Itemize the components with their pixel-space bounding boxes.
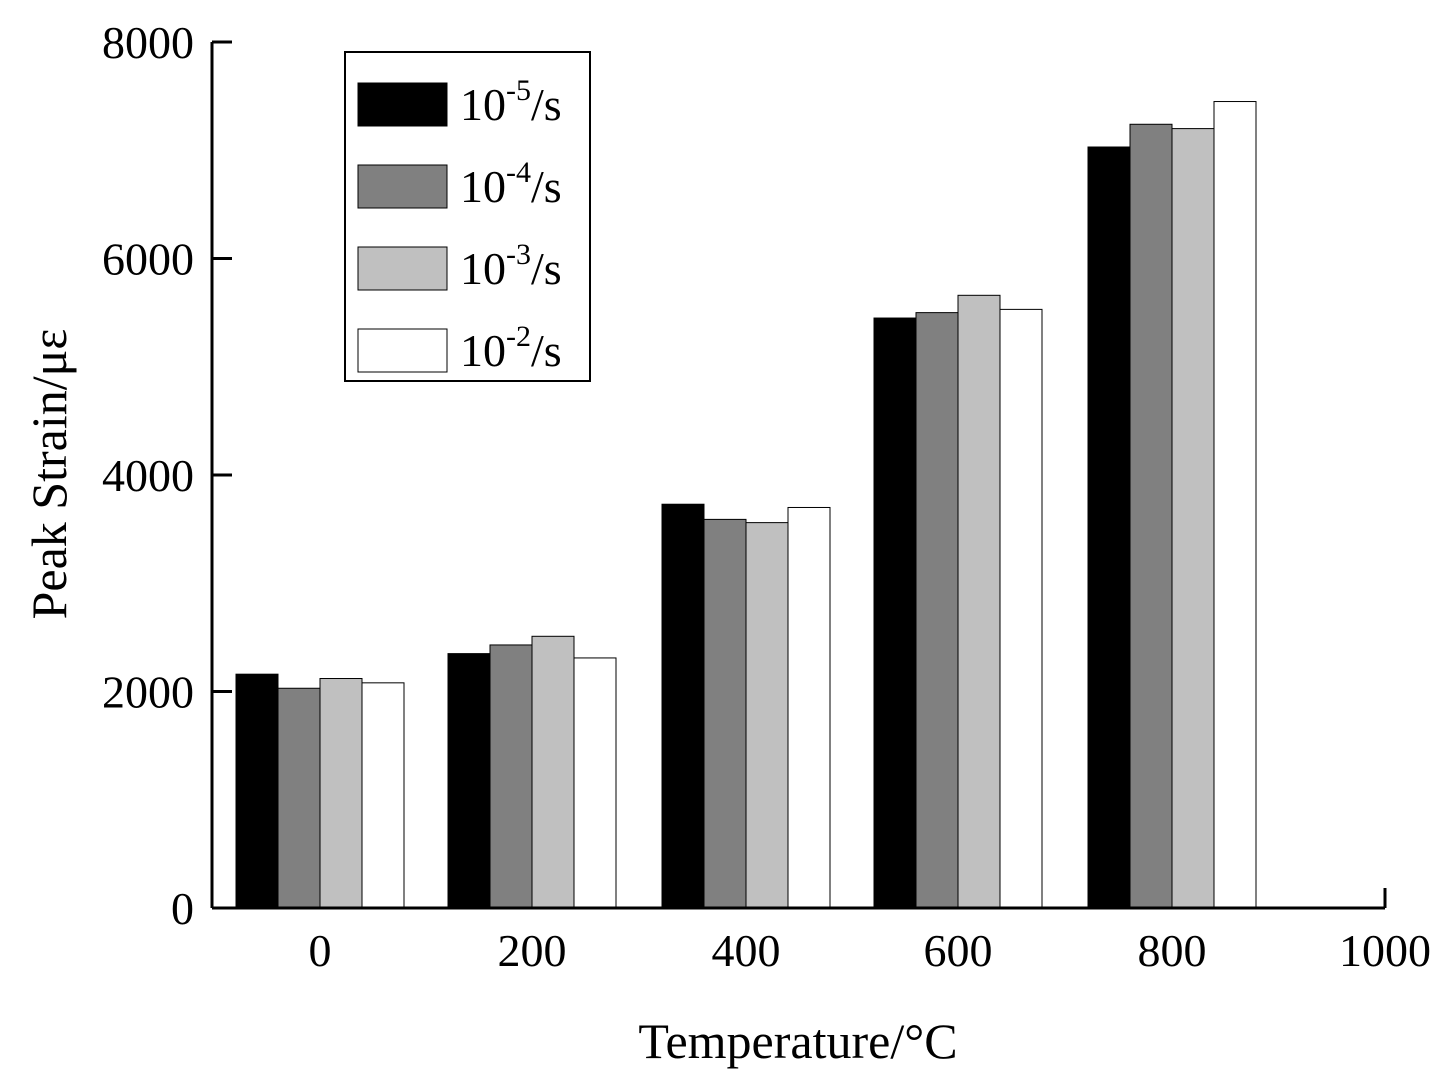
bar-400-series-3 <box>745 522 789 909</box>
x-ticks-group: 0 200 400 600 800 1000 <box>309 925 1432 976</box>
legend-swatch <box>357 82 448 127</box>
legend-swatch <box>357 328 448 373</box>
bars-group <box>235 101 1257 909</box>
y-tick-label: 4000 <box>102 450 194 501</box>
x-tick-label: 600 <box>924 925 993 976</box>
bar-400-series-4 <box>787 506 831 909</box>
legend-label: 10-5/s <box>460 74 562 130</box>
y-axis-title: Peak Strain/με <box>21 329 77 620</box>
y-ticks-group: 0 2000 4000 6000 8000 <box>102 17 232 934</box>
bar-800-series-2 <box>1129 123 1173 909</box>
bar-0-series-4 <box>361 682 405 909</box>
x-tick-label: 200 <box>498 925 567 976</box>
legend-label: 10-4/s <box>460 156 562 212</box>
x-tick-label: 800 <box>1138 925 1207 976</box>
x-axis-title: Temperature/°C <box>638 1013 957 1069</box>
bar-400-series-1 <box>661 503 705 909</box>
legend-label: 10-2/s <box>460 320 562 376</box>
legend-swatch <box>357 164 448 209</box>
bar-0-series-1 <box>235 673 279 909</box>
y-tick-label: 2000 <box>102 667 194 718</box>
bar-600-series-3 <box>957 294 1001 909</box>
bar-600-series-2 <box>915 312 959 909</box>
legend: 10-5/s 10-4/s 10-3/s 10-2/s <box>344 51 591 382</box>
bar-200-series-3 <box>531 635 575 909</box>
legend-swatch <box>357 246 448 291</box>
bar-800-series-1 <box>1087 146 1131 909</box>
y-tick-label: 6000 <box>102 234 194 285</box>
bar-0-series-2 <box>277 687 321 909</box>
legend-label: 10-3/s <box>460 238 562 294</box>
bar-600-series-1 <box>873 317 917 909</box>
bar-600-series-4 <box>999 308 1043 909</box>
bar-200-series-1 <box>447 653 491 909</box>
bar-400-series-2 <box>703 518 747 909</box>
bar-0-series-3 <box>319 678 363 909</box>
bar-800-series-3 <box>1171 128 1215 909</box>
bar-800-series-4 <box>1213 101 1257 909</box>
x-tick-label: 0 <box>309 925 332 976</box>
bar-200-series-4 <box>573 657 617 909</box>
y-tick-label: 8000 <box>102 17 194 68</box>
x-tick-label: 400 <box>712 925 781 976</box>
bar-200-series-2 <box>489 644 533 909</box>
x-tick-label: 1000 <box>1339 925 1431 976</box>
y-tick-label: 0 <box>171 883 194 934</box>
